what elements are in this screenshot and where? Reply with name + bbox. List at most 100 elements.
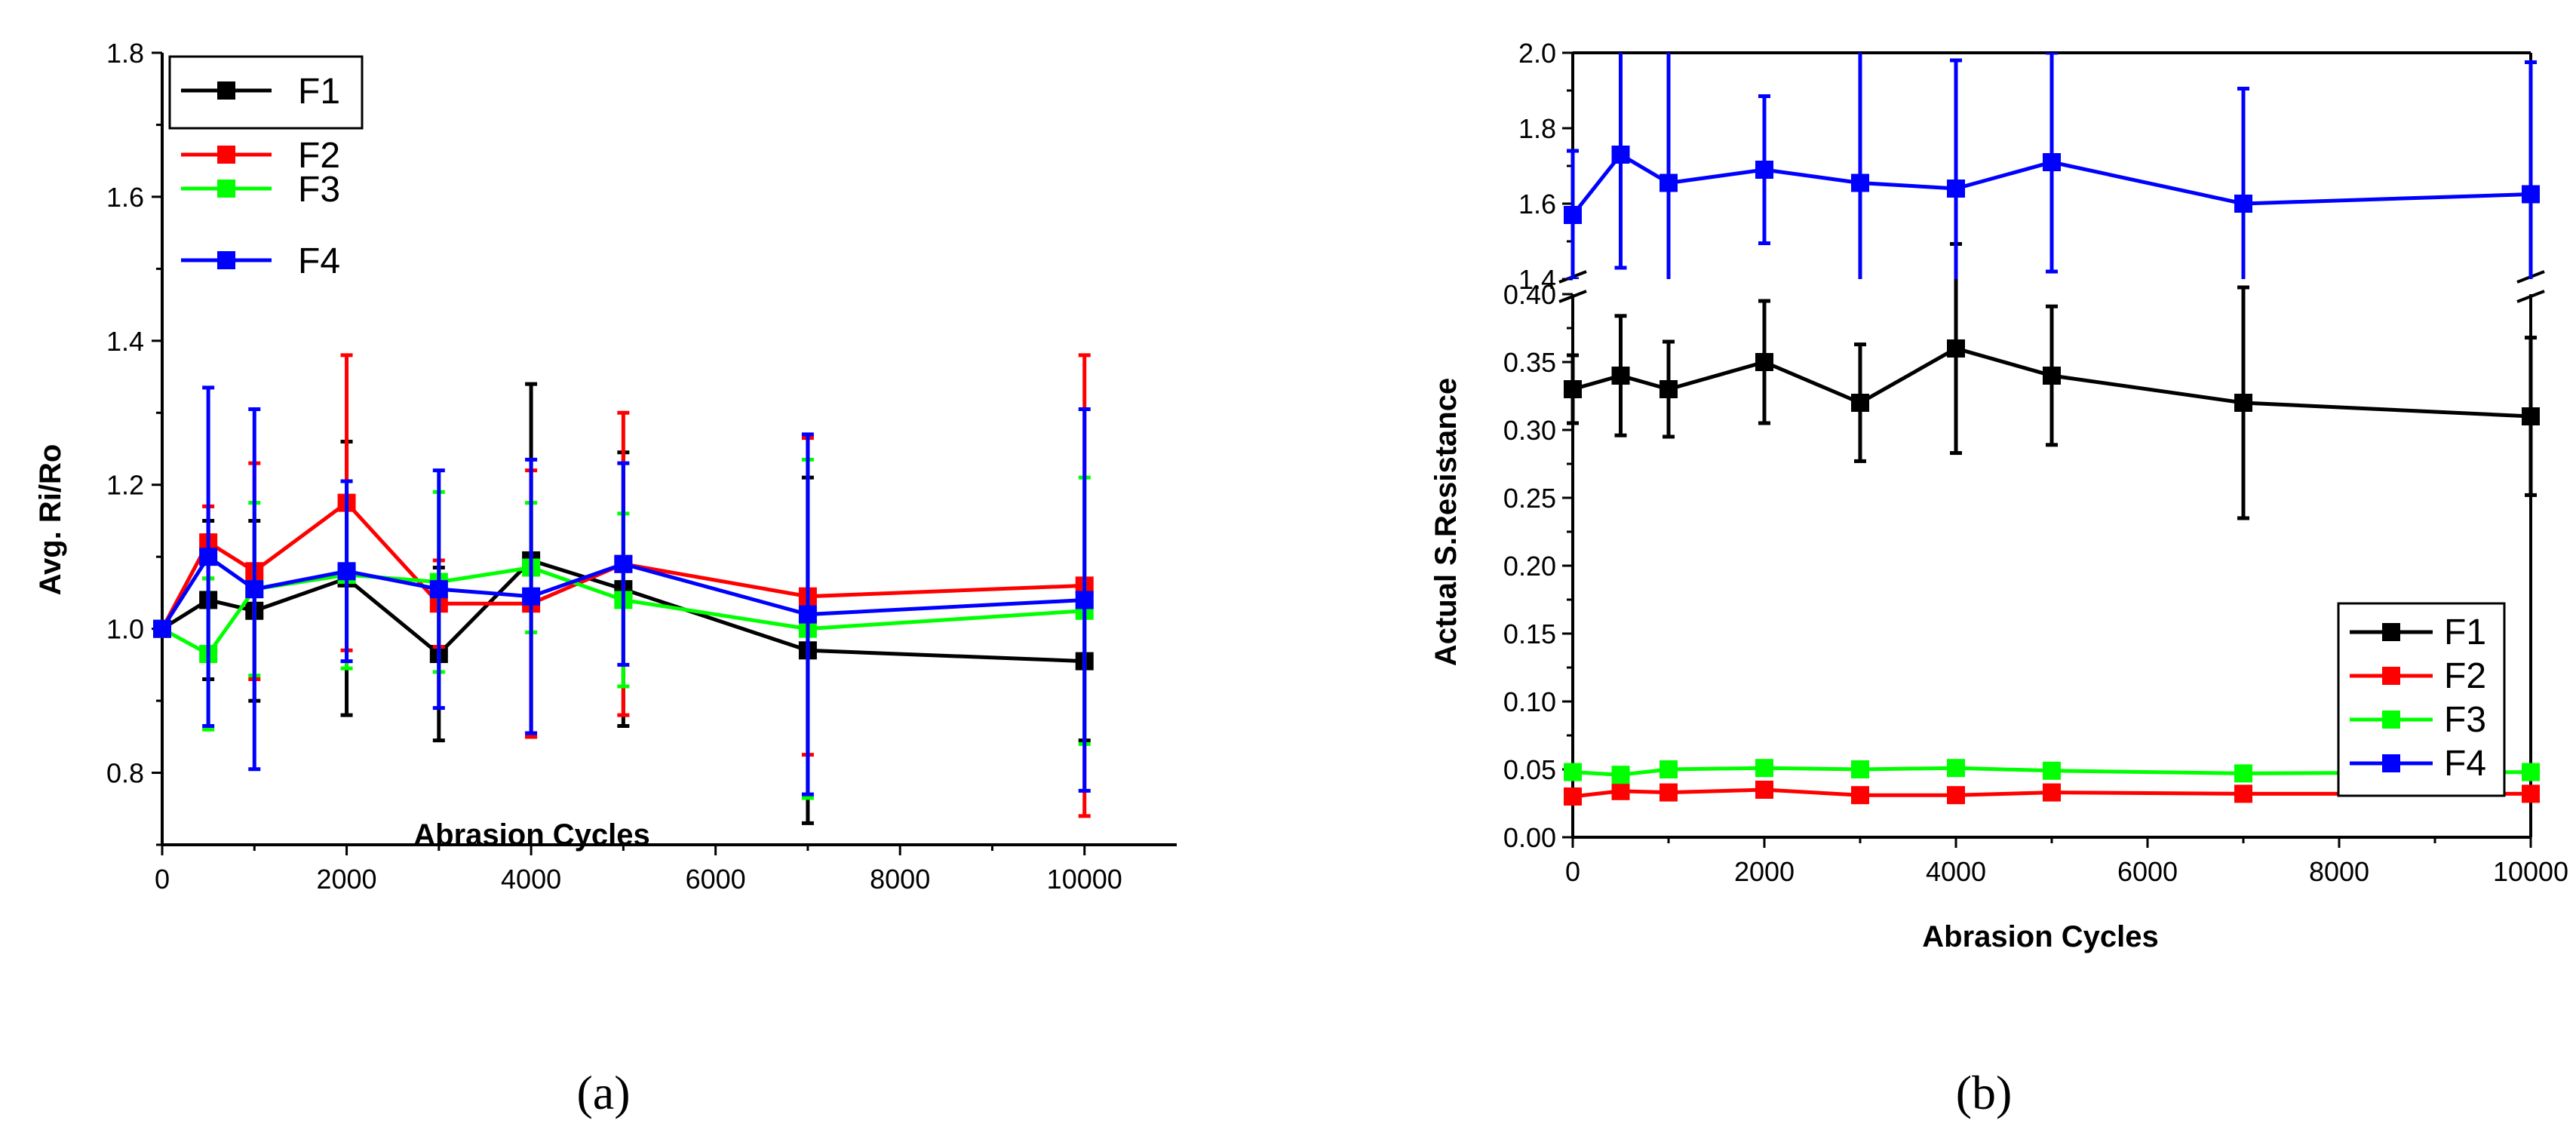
- panel-b-F1-point: [1564, 380, 1582, 398]
- panel-b-y-tick-label-upper: 1.4: [1518, 264, 1556, 295]
- panel-b-F2-point: [2234, 784, 2252, 803]
- panel-b-x-tick-label: 10000: [2493, 856, 2568, 887]
- panel-b-legend-marker-F1: [2382, 623, 2400, 641]
- panel-b-axis-break-mark: [2516, 290, 2545, 303]
- panel-b-F2-point: [1611, 781, 1630, 800]
- panel-a-legend-label-F1: F1: [298, 72, 340, 112]
- panel-b-F1-point: [2043, 367, 2061, 385]
- panel-a-x-tick-label: 8000: [870, 864, 930, 895]
- panel-a-F4-point: [1075, 591, 1094, 609]
- panel-b-legend-marker-F4: [2382, 754, 2400, 772]
- panel-b-F1-point: [1611, 367, 1630, 385]
- panel-b-y-tick-label: 0.15: [1503, 619, 1556, 649]
- panel-b-F2-point: [2043, 783, 2061, 802]
- panel-b-y-tick-label: 0.25: [1503, 483, 1556, 514]
- panel-a-plot-area: [153, 353, 1094, 825]
- panel-b-F2-point: [2522, 784, 2540, 803]
- panel-a-F4-point: [614, 554, 633, 573]
- panel-b-F1-point: [2522, 407, 2540, 425]
- panel-a-label: (a): [576, 1066, 630, 1119]
- panel-b-legend-label-F3: F3: [2444, 700, 2486, 740]
- panel-b-x-axis-label: Abrasion Cycles: [1922, 920, 2158, 953]
- panel-a-legend-label-F4: F4: [298, 241, 340, 281]
- panel-b-F1-point: [1851, 394, 1869, 412]
- panel-b-F3-point: [1611, 766, 1630, 784]
- panel-a-y-tick-label: 1.2: [106, 470, 144, 501]
- panel-a-y-tick-label: 1.4: [106, 326, 144, 357]
- panel-b-F4-point: [1851, 173, 1869, 192]
- panel-a-F4-point: [798, 605, 817, 624]
- panel-b-legend-marker-F3: [2382, 711, 2400, 729]
- panel-b-y-tick-label: 0.35: [1503, 347, 1556, 378]
- panel-b-F1-point: [1660, 380, 1678, 398]
- panel-b-F3-point: [2043, 761, 2061, 780]
- panel-b: 0 2000 4000 6000 8000 10000 0.00 0.05 0.10 0.15 0.…: [1429, 38, 2568, 1119]
- panel-b-series-F4: [1564, 53, 2540, 279]
- panel-b-y-tick-label: 0.05: [1503, 754, 1556, 785]
- panel-b-x-tick-label: 4000: [1926, 856, 1986, 887]
- panel-a-y-axis-label: Avg. Ri/Ro: [34, 444, 67, 596]
- panel-b-F2-point: [1755, 781, 1773, 799]
- panel-a-F4-point: [153, 619, 171, 638]
- panel-b-F2-point: [1564, 787, 1582, 806]
- panel-a-x-tick-label: 2000: [316, 864, 376, 895]
- panel-a-y-tick-label: 0.8: [106, 758, 144, 789]
- panel-a-legend-label-F2: F2: [298, 136, 340, 176]
- panel-b-F4-point: [1564, 206, 1582, 224]
- panel-a-x-axis-label: Abrasion Cycles: [413, 818, 649, 852]
- panel-a-F4-point: [337, 562, 356, 581]
- panel-b-F3-point: [1755, 759, 1773, 778]
- panel-b-y-tick-label: 0.10: [1503, 686, 1556, 717]
- panel-b-F1-point: [1755, 353, 1773, 371]
- panel-b-F1-point: [1947, 339, 1965, 358]
- panel-b-F3-point: [2234, 764, 2252, 783]
- panel-b-y-tick-label: 0.30: [1503, 415, 1556, 446]
- panel-b-axis-break-mark: [1558, 290, 1587, 303]
- panel-b-legend-label-F4: F4: [2444, 744, 2486, 784]
- panel-b-y-tick-label-upper: 2.0: [1518, 38, 1556, 69]
- panel-b-F3-point: [1660, 760, 1678, 778]
- panel-b-F2-point: [1660, 783, 1678, 802]
- panel-b-F4-point: [2522, 185, 2540, 204]
- panel-a-legend-marker-F3: [217, 180, 235, 198]
- panel-b-series-F3: [1564, 759, 2540, 784]
- panel-b-F1-point: [2234, 394, 2252, 412]
- panel-a-x-tick-label: 10000: [1047, 864, 1122, 895]
- panel-a-y-tick-label: 1.6: [106, 182, 144, 213]
- panel-b-F4-point: [2234, 195, 2252, 213]
- panel-b-F4-point: [1660, 173, 1678, 192]
- panel-a-legend-marker-F2: [217, 146, 235, 164]
- panel-b-F3-point: [1947, 759, 1965, 778]
- panel-a-series-F4: [153, 385, 1094, 797]
- panel-b-series-F1: [1564, 241, 2540, 520]
- panel-a-x-tick-label: 6000: [686, 864, 746, 895]
- panel-b-legend-label-F1: F1: [2444, 612, 2486, 652]
- panel-a-y-tick-label: 1.8: [106, 38, 144, 69]
- panel-b-F4-point: [1755, 161, 1773, 179]
- panel-b-y-tick-label: 0.00: [1503, 822, 1556, 853]
- panel-b-x-tick-label: 8000: [2309, 856, 2369, 887]
- panel-a-x-tick-label: 0: [155, 864, 170, 895]
- panel-b-x-tick-label: 2000: [1734, 856, 1795, 887]
- panel-b-x-tick-label: 6000: [2117, 856, 2178, 887]
- panel-b-series-F2: [1564, 781, 2540, 806]
- panel-b-F4-point: [1611, 146, 1630, 164]
- panel-a-y-tick-label: 1.0: [106, 614, 144, 645]
- panel-a: 0 2000 4000 6000 8000 10000 0.8 1.0 1.2 1.4 1.6 1.8…: [34, 38, 1177, 1119]
- panel-b-legend-marker-F2: [2382, 667, 2400, 685]
- panel-b-F3-point: [2522, 763, 2540, 781]
- panel-a-F4-point: [522, 587, 541, 606]
- panel-b-y-tick-label-upper: 1.6: [1518, 189, 1556, 219]
- panel-a-x-tick-label: 4000: [501, 864, 561, 895]
- panel-a-legend-marker-F1: [217, 81, 235, 100]
- panel-a-legend-marker-F4: [217, 251, 235, 269]
- panel-b-F2-point: [1851, 786, 1869, 805]
- panel-a-legend-label-F3: F3: [298, 170, 340, 210]
- panel-b-F4-point: [1947, 180, 1965, 198]
- panel-b-F2-point: [1947, 786, 1965, 805]
- panel-b-y-axis-label: Actual S.Resistance: [1429, 378, 1463, 666]
- panel-a-F4-point: [429, 580, 448, 599]
- panel-b-y-tick-label: 0.20: [1503, 551, 1556, 582]
